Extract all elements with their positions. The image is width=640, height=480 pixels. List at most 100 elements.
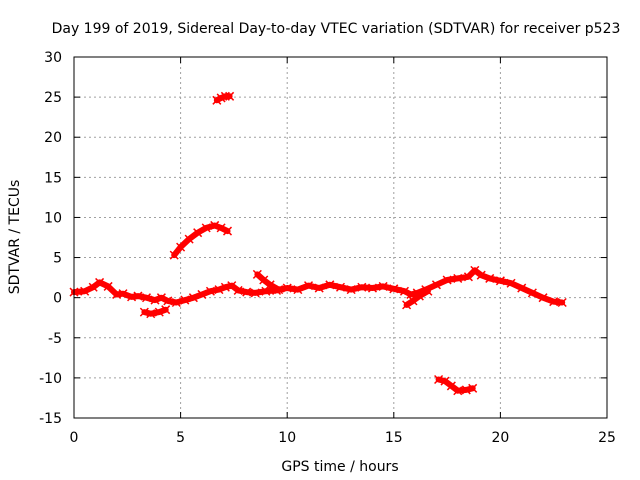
data-point: [446, 381, 456, 391]
data-point: [201, 223, 211, 233]
data-point: [171, 297, 181, 308]
data-point: [423, 286, 433, 296]
x-tick-label: 20: [491, 430, 509, 446]
x-tick-label: 5: [176, 430, 185, 446]
data-point: [180, 295, 190, 305]
data-point: [399, 286, 409, 296]
data-point: [188, 293, 198, 303]
data-point: [197, 289, 207, 299]
data-point: [440, 376, 450, 386]
y-tick-label: 5: [53, 251, 62, 267]
y-tick-label: -5: [48, 331, 62, 347]
y-tick-label: 30: [44, 50, 62, 66]
data-point: [495, 276, 505, 286]
data-point: [216, 223, 226, 233]
data-point: [242, 287, 252, 297]
x-tick-label: 0: [70, 430, 79, 446]
data-point: [184, 234, 194, 244]
data-point: [233, 285, 243, 295]
data-series: [69, 91, 567, 396]
data-point: [220, 91, 230, 101]
data-point: [517, 283, 527, 293]
data-point: [163, 296, 173, 306]
data-point: [414, 291, 424, 301]
data-point: [485, 273, 495, 283]
data-point: [408, 296, 418, 306]
data-point: [434, 374, 444, 385]
data-point: [250, 288, 260, 298]
data-point: [378, 281, 388, 291]
data-point: [95, 277, 105, 287]
y-axis-label: SDTVAR / TECUs: [7, 180, 23, 295]
y-tick-label: -10: [39, 371, 62, 387]
data-point: [453, 273, 463, 283]
data-point: [161, 305, 171, 315]
data-point: [346, 285, 356, 295]
data-point: [225, 91, 235, 101]
data-point: [156, 293, 166, 303]
data-point: [325, 280, 335, 290]
data-point: [220, 282, 230, 292]
data-point: [274, 285, 284, 295]
y-tick-label: -15: [39, 411, 62, 427]
data-point: [506, 278, 516, 288]
data-point: [402, 300, 412, 310]
data-point: [205, 286, 215, 296]
data-point: [357, 282, 367, 292]
data-point: [468, 383, 478, 393]
data-point: [389, 284, 399, 294]
data-point: [118, 289, 128, 299]
data-point: [453, 386, 463, 396]
plot-frame: [73, 56, 608, 419]
y-tick-label: 25: [44, 90, 62, 106]
data-point: [141, 293, 152, 303]
data-point: [210, 220, 220, 230]
data-point: [259, 275, 269, 285]
data-point: [314, 283, 324, 293]
data-point: [193, 228, 203, 238]
data-point: [154, 307, 164, 317]
data-point: [139, 307, 149, 317]
y-tick-label: 10: [44, 210, 62, 226]
data-point: [150, 295, 160, 305]
axis-ticks: [73, 56, 608, 419]
data-point: [169, 250, 179, 260]
data-point: [133, 291, 143, 301]
data-point: [212, 95, 222, 105]
data-point: [282, 283, 292, 293]
y-tick-label: 20: [44, 130, 62, 146]
data-point: [293, 285, 303, 295]
data-point: [557, 297, 567, 308]
x-tick-label: 15: [385, 430, 403, 446]
data-point: [367, 283, 378, 293]
data-point: [176, 242, 186, 252]
y-tick-label: 15: [44, 170, 62, 186]
data-point: [80, 286, 90, 296]
axis-tick-labels: 0 5 10 15 20 25 -15 -10 -5 0 5 10 15 20 25 30: [39, 50, 616, 446]
data-point: [476, 270, 486, 280]
data-point: [214, 285, 224, 295]
x-axis-label: GPS time / hours: [281, 459, 398, 475]
data-point: [303, 281, 314, 291]
data-point: [227, 281, 237, 291]
data-point: [335, 282, 346, 292]
series-dip-segment-1: [141, 306, 169, 317]
x-tick-label: 10: [278, 430, 296, 446]
data-point: [538, 293, 548, 303]
data-point: [103, 281, 113, 291]
data-point: [470, 265, 480, 275]
data-point: [461, 385, 471, 395]
data-point: [261, 286, 271, 296]
data-point: [222, 226, 233, 236]
data-point: [265, 280, 275, 290]
data-point: [549, 297, 559, 307]
data-point: [442, 275, 452, 285]
y-tick-label: 0: [53, 291, 62, 307]
data-point: [431, 280, 441, 290]
data-point: [88, 282, 98, 292]
grid-lines: [74, 57, 607, 418]
data-point: [527, 288, 537, 298]
x-tick-label: 25: [598, 430, 616, 446]
